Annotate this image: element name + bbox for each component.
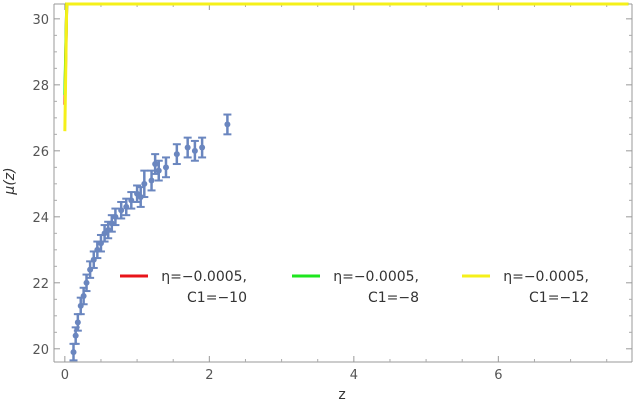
data-point <box>111 207 120 227</box>
data-marker <box>141 180 148 187</box>
legend-item-1: η=−0.0005, C1=−10 <box>120 269 247 306</box>
series-line-1 <box>63 2 629 105</box>
legend-label-line2: C1=−10 <box>187 290 247 306</box>
data-marker <box>199 144 206 151</box>
y-tick-label: 20 <box>32 343 49 358</box>
y-tick-label: 30 <box>32 13 49 28</box>
data-points <box>69 113 232 362</box>
data-point <box>198 136 207 159</box>
x-tick-label: 6 <box>494 368 502 383</box>
data-marker <box>191 147 198 154</box>
series-line-3 <box>63 2 629 132</box>
data-marker <box>128 197 135 204</box>
data-point <box>154 159 163 182</box>
data-marker <box>80 293 87 300</box>
data-point <box>69 342 78 362</box>
series-line-2 <box>63 2 629 95</box>
legend-label-line1: η=−0.0005, <box>161 269 247 285</box>
data-marker <box>155 167 162 174</box>
data-marker <box>74 319 81 326</box>
data-marker <box>224 121 231 128</box>
legend-item-3: η=−0.0005, C1=−12 <box>462 269 589 306</box>
legend-label-line2: C1=−12 <box>529 290 589 306</box>
legend-label-line1: η=−0.0005, <box>333 269 419 285</box>
data-marker <box>118 207 125 214</box>
data-point <box>190 139 199 162</box>
legend: η=−0.0005,C1=−10η=−0.0005,C1=−8η=−0.0005… <box>120 269 589 306</box>
data-point <box>172 143 181 166</box>
x-tick-label: 4 <box>350 368 358 383</box>
data-marker <box>72 332 79 339</box>
data-marker <box>173 151 180 158</box>
data-marker <box>83 279 90 286</box>
x-tick-label: 0 <box>61 368 69 383</box>
data-point <box>117 200 126 220</box>
data-marker <box>112 213 119 220</box>
y-tick-label: 22 <box>32 277 49 292</box>
x-axis-label: z <box>338 387 345 403</box>
legend-label-line2: C1=−8 <box>368 290 419 306</box>
data-marker <box>184 144 191 151</box>
y-axis-label: μ(z) <box>2 167 18 195</box>
data-marker <box>70 349 77 356</box>
data-marker <box>148 177 155 184</box>
legend-item-2: η=−0.0005, C1=−8 <box>292 269 419 306</box>
data-point <box>151 153 160 175</box>
series-lines <box>63 2 629 132</box>
data-point <box>223 113 232 136</box>
data-point <box>127 191 136 210</box>
data-marker <box>162 164 169 171</box>
y-tick-label: 24 <box>32 211 49 226</box>
y-tick-label: 26 <box>32 145 49 160</box>
data-point <box>183 136 192 159</box>
x-tick-label: 2 <box>205 368 213 383</box>
data-marker <box>152 161 159 168</box>
data-point <box>140 169 149 199</box>
legend-label-line1: η=−0.0005, <box>503 269 589 285</box>
y-tick-label: 28 <box>32 79 49 94</box>
data-point <box>161 156 170 179</box>
